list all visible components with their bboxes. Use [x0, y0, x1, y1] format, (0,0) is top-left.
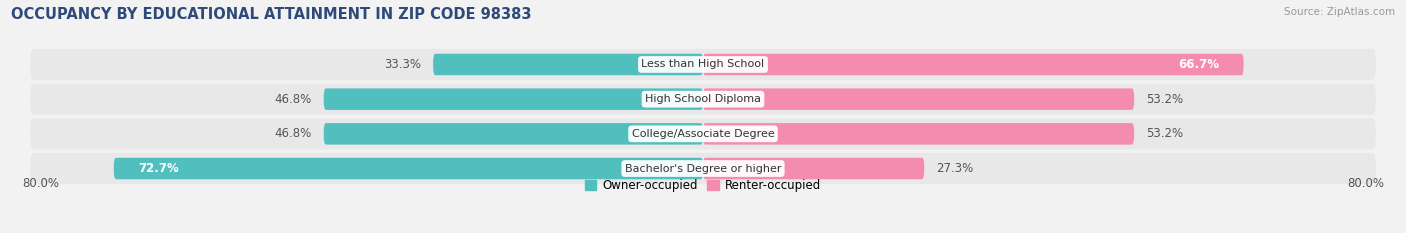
FancyBboxPatch shape	[114, 158, 703, 179]
Text: 72.7%: 72.7%	[138, 162, 179, 175]
FancyBboxPatch shape	[323, 88, 703, 110]
Text: Less than High School: Less than High School	[641, 59, 765, 69]
Text: College/Associate Degree: College/Associate Degree	[631, 129, 775, 139]
Text: High School Diploma: High School Diploma	[645, 94, 761, 104]
Text: OCCUPANCY BY EDUCATIONAL ATTAINMENT IN ZIP CODE 98383: OCCUPANCY BY EDUCATIONAL ATTAINMENT IN Z…	[11, 7, 531, 22]
FancyBboxPatch shape	[433, 54, 703, 75]
FancyBboxPatch shape	[703, 158, 924, 179]
Text: Bachelor's Degree or higher: Bachelor's Degree or higher	[624, 164, 782, 174]
Text: 46.8%: 46.8%	[274, 127, 312, 140]
FancyBboxPatch shape	[703, 88, 1135, 110]
FancyBboxPatch shape	[31, 153, 1375, 184]
Text: 80.0%: 80.0%	[22, 177, 59, 190]
Text: 33.3%: 33.3%	[384, 58, 420, 71]
FancyBboxPatch shape	[703, 54, 1244, 75]
Text: 53.2%: 53.2%	[1146, 93, 1184, 106]
Text: 53.2%: 53.2%	[1146, 127, 1184, 140]
Text: Source: ZipAtlas.com: Source: ZipAtlas.com	[1284, 7, 1395, 17]
Text: 80.0%: 80.0%	[1347, 177, 1384, 190]
FancyBboxPatch shape	[31, 84, 1375, 115]
FancyBboxPatch shape	[31, 49, 1375, 80]
Text: 46.8%: 46.8%	[274, 93, 312, 106]
FancyBboxPatch shape	[31, 118, 1375, 149]
FancyBboxPatch shape	[703, 123, 1135, 145]
Text: 27.3%: 27.3%	[936, 162, 974, 175]
Legend: Owner-occupied, Renter-occupied: Owner-occupied, Renter-occupied	[579, 175, 827, 197]
FancyBboxPatch shape	[323, 123, 703, 145]
Text: 66.7%: 66.7%	[1178, 58, 1219, 71]
